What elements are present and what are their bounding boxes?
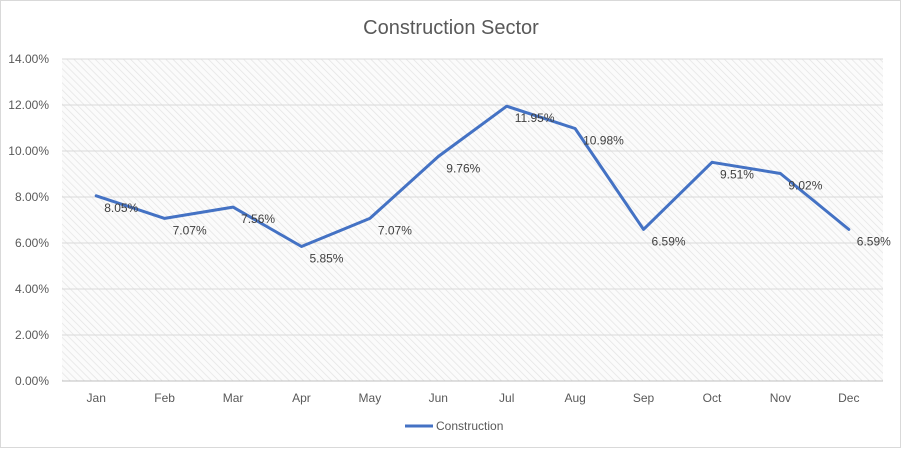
data-label: 7.07%: [378, 223, 412, 237]
x-tick-label: Nov: [770, 391, 791, 405]
x-tick-label: Feb: [154, 391, 175, 405]
data-label: 6.59%: [857, 234, 891, 248]
data-label: 6.59%: [652, 234, 686, 248]
y-tick-label: 4.00%: [15, 282, 49, 296]
data-label: 7.07%: [173, 223, 207, 237]
y-tick-label: 6.00%: [15, 236, 49, 250]
chart-title: Construction Sector: [363, 17, 539, 39]
y-axis-ticks: 0.00% 2.00% 4.00% 6.00% 8.00% 10.00% 12.00% 14.…: [8, 52, 49, 388]
data-labels: 8.05% 7.07% 7.56% 5.85% 7.07% 9.76% 11.95% 10.9…: [104, 111, 891, 265]
x-tick-label: Apr: [292, 391, 311, 405]
legend-label-construction: Construction: [436, 419, 503, 433]
y-tick-label: 12.00%: [8, 98, 49, 112]
plot-area: [62, 59, 883, 381]
data-label: 9.76%: [446, 162, 480, 176]
x-tick-label: Jan: [87, 391, 106, 405]
y-tick-label: 8.00%: [15, 190, 49, 204]
data-label: 9.51%: [720, 167, 754, 181]
y-tick-label: 2.00%: [15, 328, 49, 342]
x-tick-label: Jul: [499, 391, 514, 405]
legend: Construction: [405, 419, 503, 433]
y-tick-label: 10.00%: [8, 144, 49, 158]
y-tick-label: 14.00%: [8, 52, 49, 66]
x-tick-label: Jun: [429, 391, 448, 405]
x-tick-label: Sep: [633, 391, 655, 405]
grid-lines: [62, 58, 883, 382]
series-construction: [94, 104, 851, 248]
data-label: 9.02%: [788, 179, 822, 193]
data-label: 8.05%: [104, 201, 138, 215]
x-tick-label: Dec: [838, 391, 859, 405]
x-tick-label: May: [359, 391, 382, 405]
data-label: 11.95%: [515, 111, 555, 125]
series-line-construction: [94, 104, 851, 248]
x-tick-label: Oct: [703, 391, 722, 405]
data-label: 10.98%: [583, 133, 624, 147]
y-tick-label: 0.00%: [15, 374, 49, 388]
x-tick-label: Aug: [564, 391, 585, 405]
data-label: 7.56%: [241, 212, 275, 226]
x-axis-ticks: Jan Feb Mar Apr May Jun Jul Aug Sep Oct Nov Dec: [87, 391, 860, 405]
data-label: 5.85%: [309, 251, 343, 265]
x-tick-label: Mar: [223, 391, 244, 405]
